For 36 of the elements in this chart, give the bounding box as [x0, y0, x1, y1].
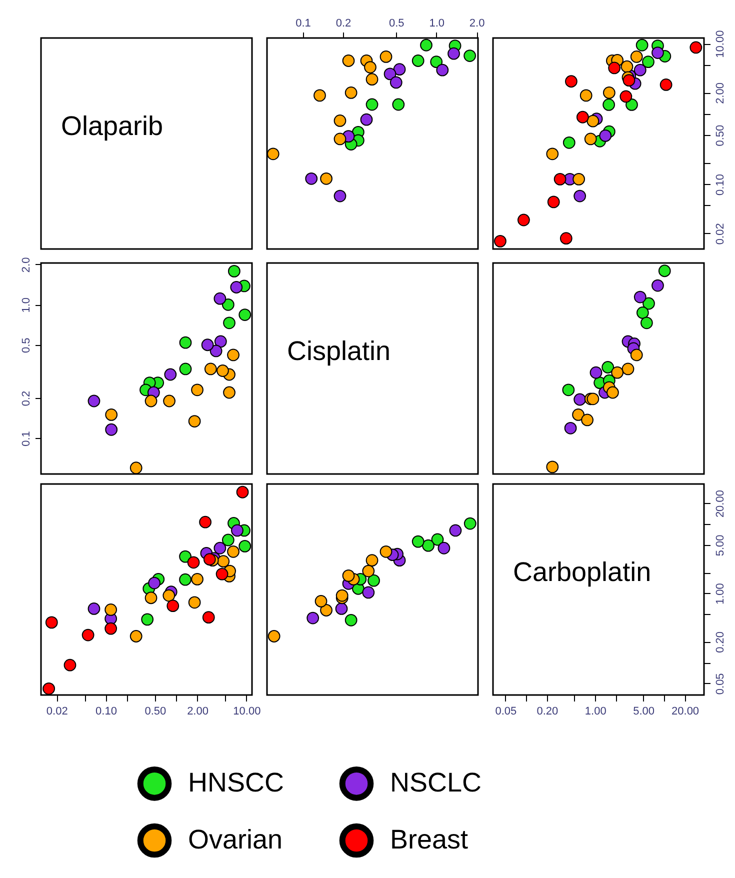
y-tick-label: 0.1 [20, 431, 32, 446]
x-tick-label: 0.2 [336, 18, 352, 30]
x-tick-label: 1.0 [429, 18, 444, 30]
y-tick-label: 1.00 [714, 583, 726, 605]
y-tick-label: 0.10 [714, 174, 726, 196]
text: Carboplatin [513, 557, 652, 587]
y-tick-label: 0.5 [20, 338, 32, 354]
y-tick-label: 2.0 [20, 257, 32, 273]
x-tick-label: 0.20 [536, 706, 558, 718]
x-tick-label: 0.10 [96, 706, 117, 718]
legend-label: HNSCC [188, 768, 284, 798]
y-tick-label: 1.0 [20, 298, 32, 313]
text: Olaparib [61, 111, 164, 141]
y-tick-label: 0.05 [714, 673, 726, 695]
x-tick-label: 0.50 [144, 706, 166, 718]
y-tick-label: 20.00 [714, 490, 726, 518]
y-tick-label: 5.00 [714, 534, 726, 556]
text: Cisplatin [287, 336, 391, 366]
x-tick-label: 5.00 [633, 706, 654, 718]
x-tick-label: 10.00 [233, 706, 261, 718]
y-tick-label: 0.50 [714, 124, 726, 146]
x-tick-label: 0.1 [296, 18, 311, 30]
x-tick-label: 2.00 [187, 706, 208, 718]
y-tick-label: 0.2 [20, 390, 32, 406]
y-tick-label: 0.20 [714, 632, 726, 653]
y-tick-label: 0.02 [714, 223, 726, 245]
x-tick-label: 1.00 [584, 706, 606, 718]
x-tick-label: 20.00 [672, 706, 700, 718]
x-tick-label: 0.02 [46, 706, 68, 718]
legend-label: NSCLC [390, 768, 482, 798]
legend-label: Ovarian [188, 824, 283, 854]
x-tick-label: 0.05 [495, 706, 517, 718]
x-tick-label: 0.5 [388, 18, 404, 30]
legend-label: Breast [390, 824, 469, 854]
x-tick-label: 2.0 [469, 18, 485, 30]
y-tick-label: 2.00 [714, 82, 726, 104]
